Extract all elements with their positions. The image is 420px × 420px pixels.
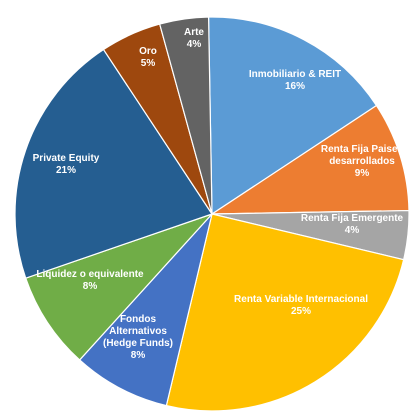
pie-labels: Inmobiliario & REIT 16% Renta Fija Paises d… bbox=[33, 27, 404, 361]
pie-slice-1 bbox=[209, 104, 410, 215]
pie-slice-6 bbox=[14, 48, 213, 279]
pie-slice-5 bbox=[24, 213, 213, 361]
slice-label-7: Oro 5% bbox=[139, 46, 157, 69]
pie-slice-3 bbox=[165, 213, 405, 412]
slice-label-1: Renta Fija Paises desarrollados 9% bbox=[321, 144, 404, 179]
slice-label-5: Liquidez o equivalente 8% bbox=[36, 269, 144, 292]
pie-slice-8 bbox=[158, 16, 213, 215]
slice-label-6: Private Equity 21% bbox=[33, 153, 100, 176]
slice-label-3: Renta Variable Internacional 25% bbox=[234, 294, 368, 317]
slice-label-2: Renta Fija Emergente 4% bbox=[301, 213, 404, 236]
slice-label-8: Arte 4% bbox=[184, 27, 204, 50]
slice-label-4: Fondos Alternativos (Hedge Funds) 8% bbox=[103, 314, 173, 361]
pie-slice-0 bbox=[207, 16, 378, 216]
pie-slice-4 bbox=[78, 213, 213, 407]
slice-label-0: Inmobiliario & REIT 16% bbox=[249, 69, 341, 92]
pie-slices bbox=[14, 16, 410, 412]
